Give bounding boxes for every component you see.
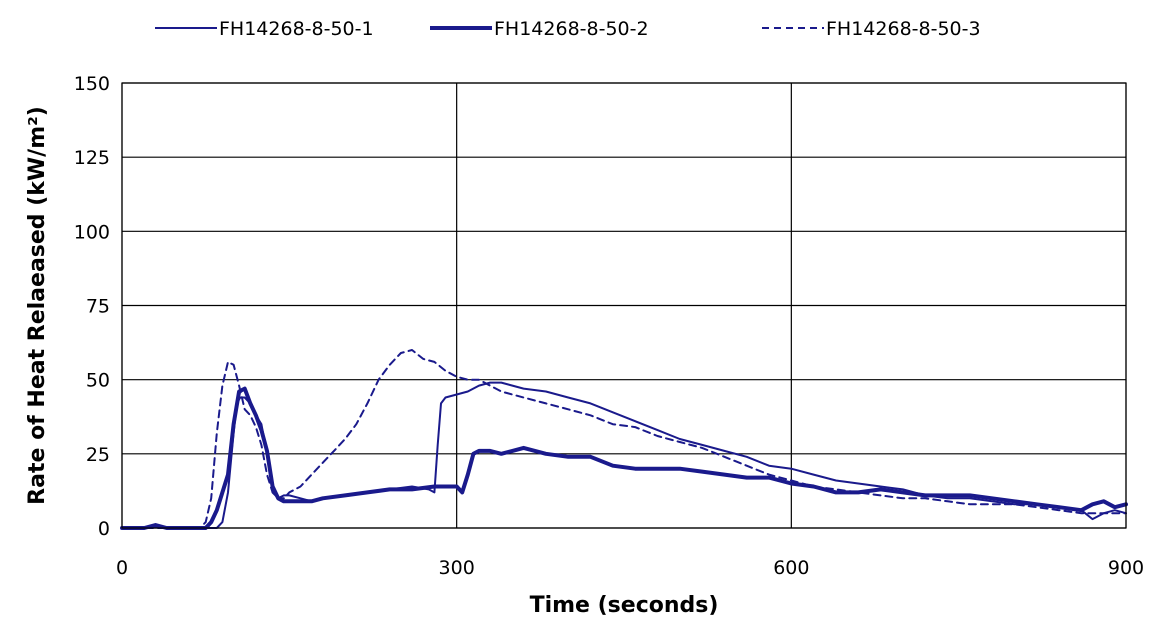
y-tick-label: 125 [74, 147, 110, 169]
y-tick-label: 100 [74, 221, 110, 243]
x-tick-label: 600 [773, 557, 809, 579]
plot-frame [121, 82, 1127, 529]
series-layer [120, 349, 1128, 530]
x-tick-label: 0 [116, 557, 128, 579]
tick-labels: 0 25 50 75 100 125 150 0 300 600 900 [74, 73, 1144, 579]
x-axis-title: Time (seconds) [530, 593, 719, 618]
legend-label-1: FH14268-8-50-1 [219, 18, 374, 40]
legend-label-3: FH14268-8-50-3 [826, 18, 981, 40]
y-tick-label: 75 [86, 296, 110, 318]
x-tick-label: 900 [1108, 557, 1144, 579]
y-tick-label: 25 [86, 444, 110, 466]
series-line-2 [120, 386, 1128, 530]
legend-label-2: FH14268-8-50-2 [494, 18, 649, 40]
y-tick-label: 150 [74, 73, 110, 95]
y-tick-label: 0 [98, 518, 110, 540]
y-axis-title: Rate of Heat Relaeased (kW/m²) [25, 106, 50, 505]
legend: FH14268-8-50-1 FH14268-8-50-2 FH14268-8-50… [155, 18, 981, 40]
plot-border [121, 82, 1127, 529]
plot-grid [121, 82, 1127, 529]
series-line-1 [121, 381, 1127, 529]
y-tick-label: 50 [86, 370, 110, 392]
series-line-3 [121, 349, 1127, 529]
x-tick-label: 300 [439, 557, 475, 579]
